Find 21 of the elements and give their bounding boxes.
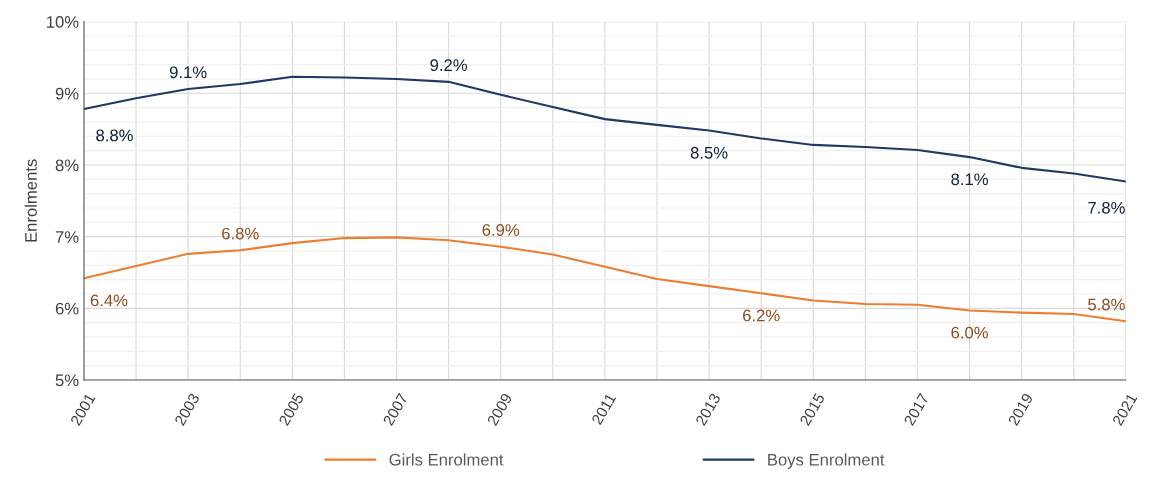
data-label: 9.1% xyxy=(169,66,207,79)
data-label: 5.8% xyxy=(1088,298,1125,311)
y-tick-label: 9% xyxy=(55,87,79,100)
data-label: 8.1% xyxy=(951,173,988,186)
data-label: 6.9% xyxy=(482,224,520,236)
y-axis-title: Enrolments xyxy=(24,159,37,242)
data-label: 6.8% xyxy=(222,227,259,240)
legend-label: Girls Enrolment xyxy=(389,453,504,466)
y-tick-label: 10% xyxy=(47,16,79,28)
legend-label: Boys Enrolment xyxy=(768,453,885,469)
y-tick-label: 8% xyxy=(55,159,79,172)
data-label: 8.5% xyxy=(690,146,728,159)
y-tick-label: 7% xyxy=(55,231,79,243)
data-label: 9.2% xyxy=(430,59,468,72)
data-label: 7.8% xyxy=(1088,201,1125,214)
data-label: 6.4% xyxy=(90,294,128,307)
data-label: 6.0% xyxy=(951,326,988,339)
data-label: 6.2% xyxy=(743,309,780,322)
y-tick-label: 5% xyxy=(55,374,79,387)
data-label: 8.8% xyxy=(96,129,133,142)
y-tick-label: 6% xyxy=(55,302,79,315)
